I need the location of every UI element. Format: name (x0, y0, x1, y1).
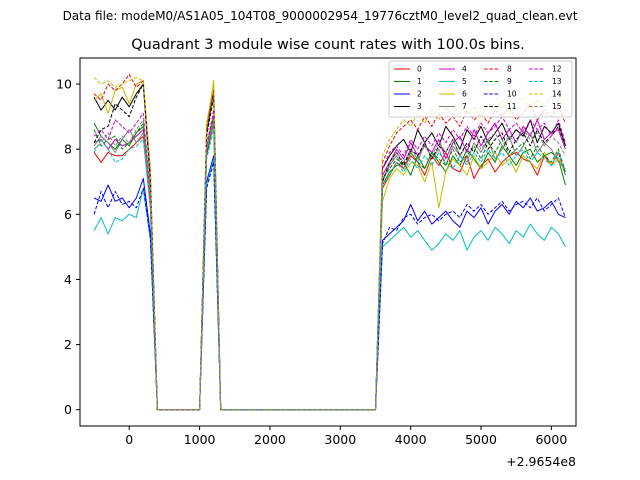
legend-label-6: 6 (462, 90, 467, 99)
x-tick-label: 1000 (184, 432, 216, 447)
y-tick-label: 6 (64, 207, 72, 222)
series-line-15 (93, 119, 566, 411)
y-tick-label: 2 (64, 337, 72, 352)
x-tick-label: 3000 (324, 432, 356, 447)
x-tick-label: 5000 (465, 432, 497, 447)
y-tick-label: 8 (64, 142, 72, 157)
legend-box (388, 60, 573, 118)
legend-label-13: 13 (552, 77, 562, 86)
legend-label-11: 11 (507, 102, 517, 111)
axes-frame (79, 57, 577, 427)
legend-label-8: 8 (507, 65, 512, 74)
y-tick-label: 0 (64, 402, 72, 417)
legend-label-9: 9 (507, 77, 512, 86)
plot-area (79, 57, 577, 427)
x-tick-label: 4000 (395, 432, 427, 447)
legend-label-2: 2 (417, 90, 422, 99)
x-tick-label: 0 (125, 432, 133, 447)
chart-title: Quadrant 3 module wise count rates with … (131, 37, 525, 53)
legend-label-0: 0 (417, 65, 422, 74)
legend-label-4: 4 (462, 65, 467, 74)
y-tick-label: 10 (56, 77, 72, 92)
figure-suptitle: Data file: modeM0/AS1A05_104T08_90000029… (63, 9, 578, 23)
legend-label-1: 1 (417, 77, 422, 86)
legend-label-7: 7 (462, 102, 467, 111)
legend-label-14: 14 (552, 90, 562, 99)
y-tick-label: 4 (64, 272, 72, 287)
series-layer (93, 73, 566, 411)
x-tick-label: 6000 (535, 432, 567, 447)
legend-label-12: 12 (552, 65, 562, 74)
legend-label-3: 3 (417, 102, 422, 111)
y-axis: 0 2 4 6 8 10 (56, 77, 80, 417)
x-axis: 0 1000 2000 3000 4000 5000 6000 (125, 426, 567, 447)
legend-label-5: 5 (462, 77, 467, 86)
legend-label-15: 15 (552, 102, 562, 111)
legend-label-10: 10 (507, 90, 517, 99)
x-tick-label: 2000 (254, 432, 286, 447)
x-axis-offset-label: +2.9654e8 (506, 454, 576, 469)
